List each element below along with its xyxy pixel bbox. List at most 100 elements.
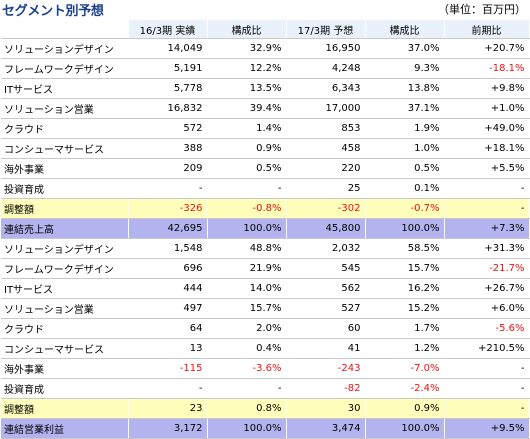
yoy-change: +26.7%: [444, 278, 530, 299]
header-actual-ratio: 構成比: [207, 20, 287, 39]
actual-value: 5,191: [128, 58, 208, 79]
yoy-change: +9.5%: [444, 418, 530, 439]
yoy-change: +1.0%: [444, 98, 530, 119]
forecast-ratio: 13.8%: [365, 78, 445, 99]
actual-value: -326: [128, 198, 208, 219]
table-row: 連結営業利益 3,172 100.0% 3,474 100.0% +9.5%: [1, 418, 530, 439]
segment-name: 調整額: [1, 398, 129, 419]
forecast-ratio: 9.3%: [365, 58, 445, 79]
actual-value: 23: [128, 398, 208, 419]
segment-name: クラウド: [1, 318, 129, 339]
actual-ratio: 0.8%: [207, 398, 287, 419]
actual-value: 497: [128, 298, 208, 319]
segment-name: ソリューションデザイン: [1, 38, 129, 59]
table-row: ITサービス 5,778 13.5% 6,343 13.8% +9.8%: [1, 78, 530, 99]
forecast-value: -82: [286, 378, 366, 399]
actual-ratio: 0.5%: [207, 158, 287, 179]
table-row: クラウド 64 2.0% 60 1.7% -5.6%: [1, 318, 530, 339]
segment-name: 投資育成: [1, 378, 129, 399]
forecast-ratio: -2.4%: [365, 378, 445, 399]
forecast-ratio: -7.0%: [365, 358, 445, 379]
actual-value: 5,778: [128, 78, 208, 99]
table-row: ITサービス 444 14.0% 562 16.2% +26.7%: [1, 278, 530, 299]
forecast-ratio: 1.2%: [365, 338, 445, 359]
table-row: 海外事業 209 0.5% 220 0.5% +5.5%: [1, 158, 530, 179]
yoy-change: +20.7%: [444, 38, 530, 59]
yoy-change: +5.5%: [444, 158, 530, 179]
yoy-change: +9.8%: [444, 78, 530, 99]
segment-name: フレームワークデザイン: [1, 58, 129, 79]
table-body: ソリューションデザイン 14,049 32.9% 16,950 37.0% +20.7% フ…: [1, 38, 530, 439]
header-blank: [1, 20, 129, 39]
segment-name: ソリューション営業: [1, 298, 129, 319]
forecast-value: 25: [286, 178, 366, 199]
forecast-ratio: 58.5%: [365, 238, 445, 259]
segment-name: 連結売上高: [1, 218, 129, 239]
segment-name: ソリューション営業: [1, 98, 129, 119]
table-row: 投資育成 - -25 0.1% -: [1, 178, 530, 199]
actual-ratio: 100.0%: [207, 418, 287, 439]
actual-value: 444: [128, 278, 208, 299]
actual-ratio: 1.4%: [207, 118, 287, 139]
yoy-change: +18.1%: [444, 138, 530, 159]
table-header-row: 16/3期 実績 構成比 17/3期 予想 構成比 前期比: [1, 20, 530, 39]
actual-ratio: 14.0%: [207, 278, 287, 299]
forecast-ratio: 1.9%: [365, 118, 445, 139]
forecast-ratio: 100.0%: [365, 418, 445, 439]
actual-value: -115: [128, 358, 208, 379]
forecast-ratio: 15.7%: [365, 258, 445, 279]
yoy-change: -5.6%: [444, 318, 530, 339]
unit-label: （単位：百万円）: [438, 3, 526, 16]
forecast-value: 16,950: [286, 38, 366, 59]
segment-name: フレームワークデザイン: [1, 258, 129, 279]
forecast-ratio: 16.2%: [365, 278, 445, 299]
forecast-value: 853: [286, 118, 366, 139]
yoy-change: -: [444, 198, 530, 219]
forecast-ratio: 0.5%: [365, 158, 445, 179]
actual-ratio: 15.7%: [207, 298, 287, 319]
table-row: 連結売上高 42,695 100.0% 45,800 100.0% +7.3%: [1, 218, 530, 239]
segment-name: クラウド: [1, 118, 129, 139]
actual-ratio: 39.4%: [207, 98, 287, 119]
forecast-value: 4,248: [286, 58, 366, 79]
forecast-ratio: 100.0%: [365, 218, 445, 239]
segment-name: コンシューマサービス: [1, 138, 129, 159]
segment-name: ITサービス: [1, 78, 129, 99]
table-row: 調整額 -326 -0.8% -302 -0.7% -: [1, 198, 530, 219]
table-row: 調整額 23 0.8% 30 0.9% -: [1, 398, 530, 419]
actual-ratio: 13.5%: [207, 78, 287, 99]
segment-name: コンシューマサービス: [1, 338, 129, 359]
actual-value: 209: [128, 158, 208, 179]
segment-forecast-table: 16/3期 実績 構成比 17/3期 予想 構成比 前期比 ソリューションデザイ…: [1, 20, 530, 439]
actual-ratio: 21.9%: [207, 258, 287, 279]
yoy-change: -: [444, 378, 530, 399]
actual-value: 42,695: [128, 218, 208, 239]
actual-value: -: [128, 178, 208, 199]
segment-name: 海外事業: [1, 158, 129, 179]
actual-ratio: 0.9%: [207, 138, 287, 159]
segment-name: 投資育成: [1, 178, 129, 199]
forecast-ratio: 1.7%: [365, 318, 445, 339]
table-row: コンシューマサービス 13 0.4% 41 1.2% +210.5%: [1, 338, 530, 359]
actual-ratio: 12.2%: [207, 58, 287, 79]
actual-ratio: -: [207, 378, 287, 399]
segment-name: ソリューションデザイン: [1, 238, 129, 259]
forecast-ratio: 37.0%: [365, 38, 445, 59]
table-row: フレームワークデザイン 5,191 12.2% 4,248 9.3% -18.1%: [1, 58, 530, 79]
actual-value: 14,049: [128, 38, 208, 59]
actual-ratio: -3.6%: [207, 358, 287, 379]
header-yoy: 前期比: [444, 20, 530, 39]
forecast-value: 458: [286, 138, 366, 159]
actual-ratio: 2.0%: [207, 318, 287, 339]
forecast-ratio: 1.0%: [365, 138, 445, 159]
forecast-value: 527: [286, 298, 366, 319]
table-row: ソリューションデザイン 14,049 32.9% 16,950 37.0% +20.7%: [1, 38, 530, 59]
forecast-value: 41: [286, 338, 366, 359]
yoy-change: +7.3%: [444, 218, 530, 239]
actual-value: 696: [128, 258, 208, 279]
table-row: 投資育成 - - -82 -2.4% -: [1, 378, 530, 399]
forecast-value: 45,800: [286, 218, 366, 239]
forecast-value: 545: [286, 258, 366, 279]
table-row: ソリューション営業 16,832 39.4% 17,000 37.1% +1.0%: [1, 98, 530, 119]
yoy-change: -21.7%: [444, 258, 530, 279]
